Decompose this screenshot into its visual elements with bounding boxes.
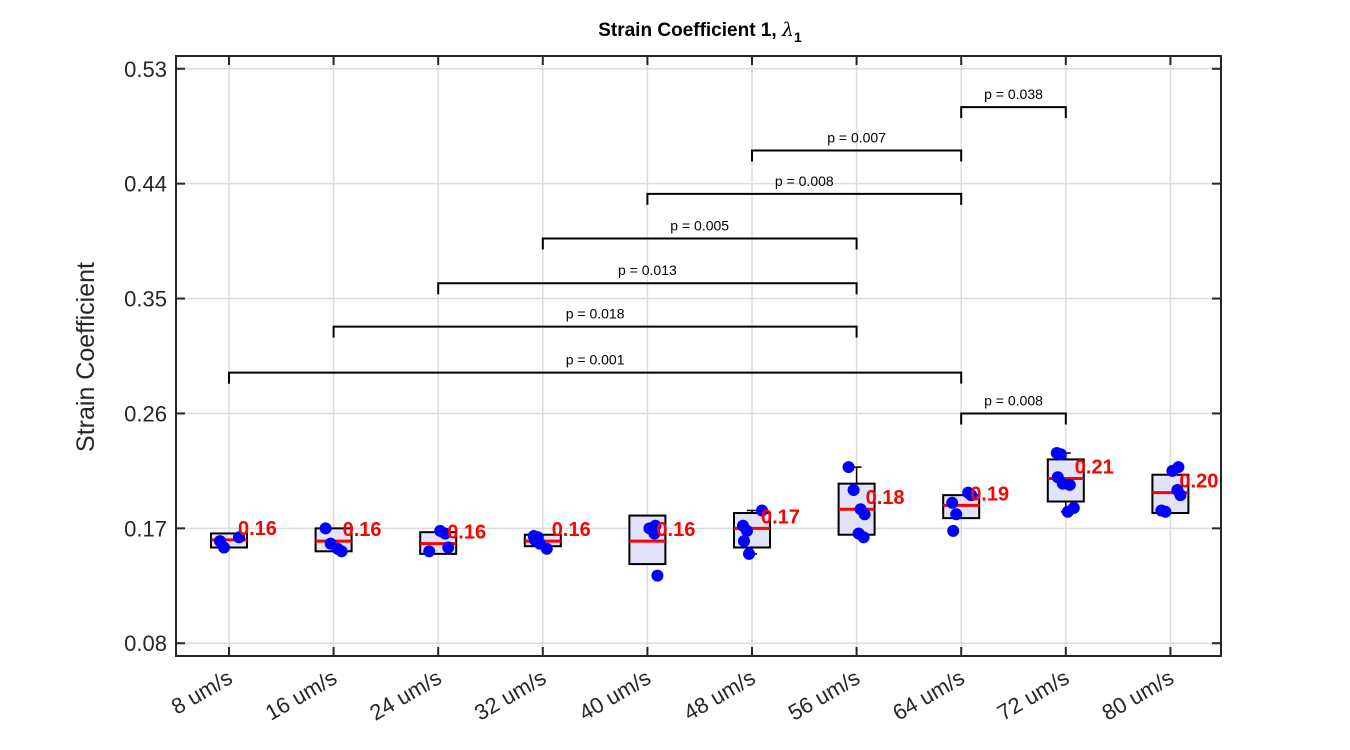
data-point-3-4 bbox=[527, 530, 540, 542]
data-point-7-1 bbox=[950, 508, 963, 521]
significance-bracket-1 bbox=[751, 149, 963, 162]
data-point-2-0 bbox=[423, 545, 436, 558]
median-value-label-0: 0.16 bbox=[238, 518, 277, 540]
point-layer bbox=[214, 447, 1187, 582]
significance-bracket-4 bbox=[437, 282, 858, 295]
data-point-5-3 bbox=[737, 519, 749, 532]
x-tick-label-0: 8 um/s bbox=[167, 665, 237, 720]
median-value-label-8: 0.21 bbox=[1075, 457, 1114, 479]
chart-title-text: Strain Coefficient 1, bbox=[598, 20, 782, 41]
data-point-7-2 bbox=[946, 496, 959, 509]
y-tick-label-5: 0.53 bbox=[124, 57, 167, 82]
data-point-0-2 bbox=[233, 531, 245, 544]
axis-layer: 0.08 0.17 0.26 0.35 0.44 0.53 8 um/s 16 um/s 24 … bbox=[124, 55, 1222, 726]
median-value-label-5: 0.17 bbox=[761, 506, 800, 528]
median-value-label-7: 0.19 bbox=[970, 483, 1009, 505]
significance-bracket-5 bbox=[332, 325, 858, 338]
chart-title: Strain Coefficient 1, λ1 bbox=[598, 19, 802, 45]
significance-label-6: p = 0.001 bbox=[566, 352, 625, 368]
y-tick-label-3: 0.35 bbox=[124, 287, 167, 312]
significance-label-4: p = 0.013 bbox=[618, 262, 677, 278]
x-tick-label-7: 64 um/s bbox=[888, 665, 968, 726]
significance-bracket-3 bbox=[541, 237, 858, 250]
plot-frame bbox=[175, 55, 1222, 657]
y-tick-label-0: 0.08 bbox=[124, 631, 167, 656]
x-tick-label-6: 56 um/s bbox=[784, 665, 864, 726]
grid-layer bbox=[176, 56, 1221, 656]
y-tick-label-2: 0.26 bbox=[124, 401, 167, 426]
chart-title-symbol: λ bbox=[781, 19, 794, 41]
data-point-9-3 bbox=[1171, 484, 1184, 497]
significance-bracket-7 bbox=[960, 412, 1067, 425]
significance-label-7: p = 0.008 bbox=[984, 392, 1043, 408]
median-value-label-4: 0.16 bbox=[656, 519, 695, 541]
y-tick-label-4: 0.44 bbox=[124, 172, 167, 197]
y-tick-label-1: 0.17 bbox=[124, 516, 167, 541]
significance-label-0: p = 0.038 bbox=[984, 86, 1043, 102]
data-point-5-4 bbox=[756, 504, 768, 517]
significance-bracket-2 bbox=[646, 192, 963, 205]
median-value-label-9: 0.20 bbox=[1179, 471, 1218, 493]
data-point-2-1 bbox=[442, 541, 455, 554]
data-point-2-3 bbox=[434, 524, 447, 537]
data-point-8-1 bbox=[1067, 501, 1080, 514]
box-layer bbox=[210, 452, 1190, 566]
x-tick-label-8: 72 um/s bbox=[993, 665, 1073, 726]
data-point-9-5 bbox=[1172, 461, 1185, 474]
significance-layer: p = 0.038 p = 0.007 p = 0.008 p = 0.005 p = … bbox=[228, 86, 1067, 425]
significance-label-1: p = 0.007 bbox=[827, 129, 886, 145]
x-tick-label-5: 48 um/s bbox=[679, 665, 759, 726]
median-value-label-1: 0.16 bbox=[343, 519, 382, 541]
significance-label-2: p = 0.008 bbox=[775, 173, 834, 189]
data-point-7-4 bbox=[962, 486, 975, 499]
x-tick-label-1: 16 um/s bbox=[261, 665, 341, 726]
median-value-label-3: 0.16 bbox=[552, 519, 591, 541]
median-value-label-6: 0.18 bbox=[866, 487, 905, 509]
data-point-5-0 bbox=[743, 547, 755, 560]
x-tick-label-9: 80 um/s bbox=[1098, 665, 1178, 726]
chart-title-subscript: 1 bbox=[794, 29, 802, 45]
data-point-6-1 bbox=[852, 527, 865, 540]
median-label-layer: 0.16 0.16 0.16 0.16 0.16 0.17 0.18 0.19 0.21 0.20 bbox=[238, 457, 1218, 544]
data-point-4-0 bbox=[651, 569, 664, 582]
data-point-9-1 bbox=[1155, 504, 1168, 517]
median-value-label-2: 0.16 bbox=[447, 522, 486, 544]
data-point-1-3 bbox=[319, 522, 332, 535]
data-point-6-3 bbox=[854, 503, 867, 516]
data-point-1-2 bbox=[324, 537, 337, 550]
y-axis-label: Strain Coefficient bbox=[72, 262, 100, 452]
data-point-4-3 bbox=[649, 519, 662, 532]
significance-label-3: p = 0.005 bbox=[670, 218, 729, 234]
significance-bracket-6 bbox=[228, 371, 963, 384]
x-tick-label-2: 24 um/s bbox=[365, 665, 445, 726]
significance-bracket-0 bbox=[960, 106, 1067, 119]
significance-label-5: p = 0.018 bbox=[566, 306, 625, 322]
data-point-6-5 bbox=[842, 461, 855, 474]
data-point-7-0 bbox=[947, 524, 960, 537]
x-tick-label-3: 32 um/s bbox=[470, 665, 550, 726]
data-point-8-6 bbox=[1050, 447, 1063, 460]
data-point-6-4 bbox=[847, 484, 860, 497]
x-tick-label-4: 40 um/s bbox=[575, 665, 655, 726]
data-point-8-4 bbox=[1051, 471, 1064, 484]
data-point-0-1 bbox=[214, 535, 226, 548]
data-point-5-1 bbox=[738, 535, 750, 548]
